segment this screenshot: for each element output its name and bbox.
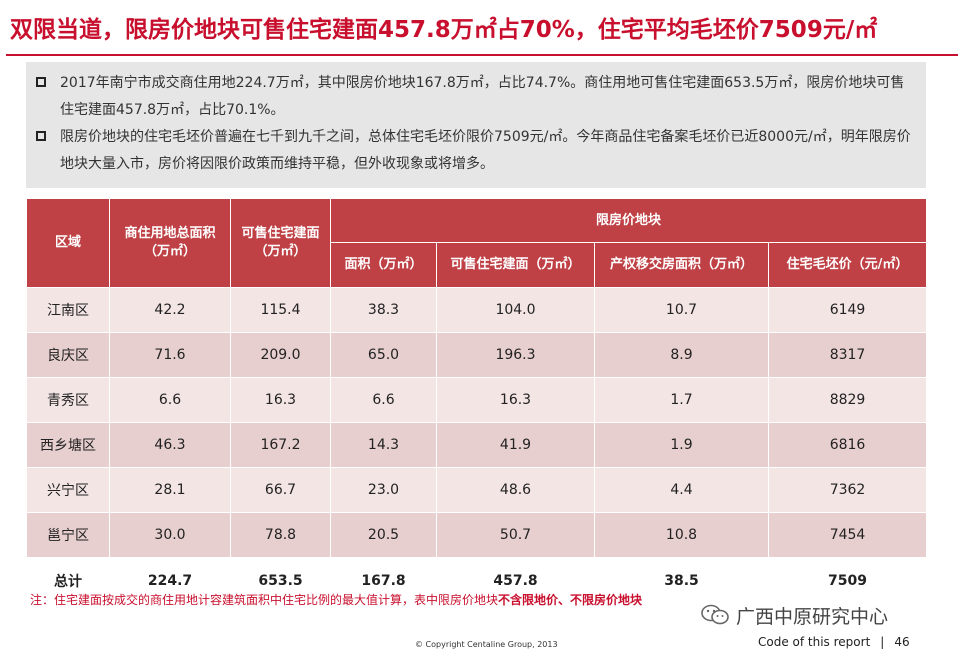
total-limited-area: 167.8 xyxy=(330,557,437,605)
summary-bullet-text: 限房价地块的住宅毛坯价普遍在七千到九千之间，总体住宅毛坯价限价7509元/㎡。今… xyxy=(60,129,911,172)
cell-limited-saleable: 41.9 xyxy=(436,422,595,468)
summary-box: 2017年南宁市成交商住用地224.7万㎡，其中限房价地块167.8万㎡，占比7… xyxy=(26,62,926,188)
copyright-text: © Copyright Centaline Group, 2013 xyxy=(415,640,558,649)
cell-transfer-area: 8.9 xyxy=(594,332,769,378)
cell-limited-area: 23.0 xyxy=(330,467,437,513)
cell-rough-price: 6149 xyxy=(767,287,928,333)
cell-district: 江南区 xyxy=(26,287,110,333)
cell-district: 青秀区 xyxy=(26,377,110,423)
square-bullet-icon xyxy=(36,131,46,141)
cell-saleable: 16.3 xyxy=(230,377,331,423)
cell-rough-price: 7362 xyxy=(767,467,928,513)
cell-transfer-area: 10.8 xyxy=(594,512,769,558)
cell-limited-area: 14.3 xyxy=(330,422,437,468)
cell-transfer-area: 1.9 xyxy=(594,422,769,468)
total-saleable: 653.5 xyxy=(230,557,331,605)
cell-limited-saleable: 48.6 xyxy=(436,467,595,513)
cell-rough-price: 7454 xyxy=(767,512,928,558)
cell-rough-price: 6816 xyxy=(767,422,928,468)
header-limited-area: 面积（万㎡） xyxy=(330,242,437,288)
cell-limited-area: 38.3 xyxy=(330,287,437,333)
cell-district: 邕宁区 xyxy=(26,512,110,558)
total-rough-price: 7509 xyxy=(767,557,928,605)
cell-saleable: 209.0 xyxy=(230,332,331,378)
cell-transfer-area: 1.7 xyxy=(594,377,769,423)
cell-district: 西乡塘区 xyxy=(26,422,110,468)
cell-total-area: 28.1 xyxy=(109,467,231,513)
header-saleable: 可售住宅建面（万㎡） xyxy=(230,198,331,288)
summary-bullet-text: 2017年南宁市成交商住用地224.7万㎡，其中限房价地块167.8万㎡，占比7… xyxy=(60,75,905,118)
cell-saleable: 115.4 xyxy=(230,287,331,333)
title-divider xyxy=(6,54,958,56)
total-label: 总计 xyxy=(26,557,110,605)
watermark-text: 广西中原研究中心 xyxy=(736,605,889,628)
table-row: 邕宁区 30.0 78.8 20.5 50.7 10.8 7454 xyxy=(26,512,928,558)
cell-limited-saleable: 104.0 xyxy=(436,287,595,333)
footer-separator: | xyxy=(880,635,885,649)
report-code: Code of this report | 46 xyxy=(758,635,948,653)
table-row: 良庆区 71.6 209.0 65.0 196.3 8.9 8317 xyxy=(26,332,928,378)
cell-transfer-area: 4.4 xyxy=(594,467,769,513)
cell-saleable: 66.7 xyxy=(230,467,331,513)
page-title: 双限当道，限房价地块可售住宅建面457.8万㎡占70%，住宅平均毛坯价7509元… xyxy=(10,17,878,43)
cell-total-area: 42.2 xyxy=(109,287,231,333)
cell-limited-saleable: 50.7 xyxy=(436,512,595,558)
page-number: 46 xyxy=(894,635,910,649)
cell-transfer-area: 10.7 xyxy=(594,287,769,333)
cell-rough-price: 8317 xyxy=(767,332,928,378)
cell-total-area: 71.6 xyxy=(109,332,231,378)
total-limited-saleable: 457.8 xyxy=(436,557,595,605)
cell-limited-saleable: 196.3 xyxy=(436,332,595,378)
header-price-limited-group: 限房价地块 xyxy=(329,198,928,243)
total-transfer-area: 38.5 xyxy=(594,557,769,605)
cell-limited-area: 20.5 xyxy=(330,512,437,558)
header-total-area: 商住用地总面积（万㎡） xyxy=(109,198,231,288)
table-total-row: 总计 224.7 653.5 167.8 457.8 38.5 7509 xyxy=(26,557,928,605)
square-bullet-icon xyxy=(36,77,46,87)
cell-limited-area: 65.0 xyxy=(330,332,437,378)
header-limited-saleable: 可售住宅建面（万㎡） xyxy=(436,242,595,288)
header-transfer-area: 产权移交房面积（万㎡） xyxy=(594,242,769,288)
footnote-emphasis: 不含限地价、不限房价地块 xyxy=(498,593,643,607)
summary-bullet: 2017年南宁市成交商住用地224.7万㎡，其中限房价地块167.8万㎡，占比7… xyxy=(36,70,916,124)
footnote-text: 注：住宅建面按成交的商住用地计容建筑面积中住宅比例的最大值计算，表中限房价地块 xyxy=(30,593,499,607)
cell-district: 兴宁区 xyxy=(26,467,110,513)
cell-total-area: 6.6 xyxy=(109,377,231,423)
cell-rough-price: 8829 xyxy=(767,377,928,423)
cell-saleable: 167.2 xyxy=(230,422,331,468)
cell-limited-saleable: 16.3 xyxy=(436,377,595,423)
header-rough-price: 住宅毛坯价（元/㎡） xyxy=(767,242,928,288)
wechat-watermark: 广西中原研究中心 xyxy=(700,600,940,630)
table-row: 西乡塘区 46.3 167.2 14.3 41.9 1.9 6816 xyxy=(26,422,928,468)
cell-district: 良庆区 xyxy=(26,332,110,378)
report-code-label: Code of this report xyxy=(758,635,871,649)
table-row: 青秀区 6.6 16.3 6.6 16.3 1.7 8829 xyxy=(26,377,928,423)
table-row: 兴宁区 28.1 66.7 23.0 48.6 4.4 7362 xyxy=(26,467,928,513)
table-footnote: 注：住宅建面按成交的商住用地计容建筑面积中住宅比例的最大值计算，表中限房价地块不… xyxy=(30,591,720,609)
wechat-icon xyxy=(701,604,729,625)
cell-total-area: 46.3 xyxy=(109,422,231,468)
cell-limited-area: 6.6 xyxy=(330,377,437,423)
table-row: 江南区 42.2 115.4 38.3 104.0 10.7 6149 xyxy=(26,287,928,333)
cell-saleable: 78.8 xyxy=(230,512,331,558)
header-district: 区域 xyxy=(26,198,110,288)
summary-bullet: 限房价地块的住宅毛坯价普遍在七千到九千之间，总体住宅毛坯价限价7509元/㎡。今… xyxy=(36,124,916,178)
land-data-table: 区域 商住用地总面积（万㎡） 可售住宅建面（万㎡） 限房价地块 面积（万㎡） 可… xyxy=(26,198,928,605)
cell-total-area: 30.0 xyxy=(109,512,231,558)
